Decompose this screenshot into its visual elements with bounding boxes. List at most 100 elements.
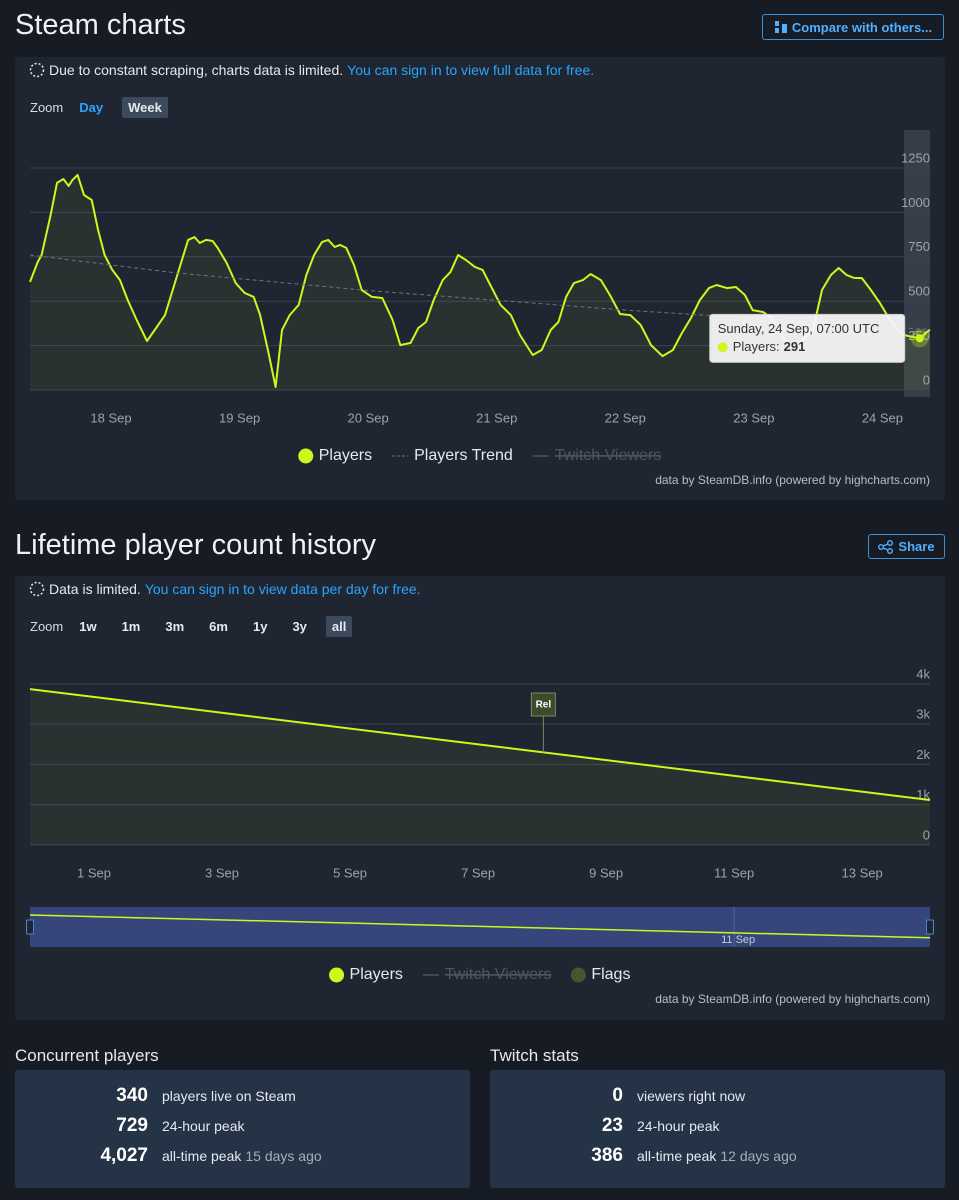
- legend-symbol: [570, 967, 586, 983]
- legend-item[interactable]: Players: [329, 966, 403, 983]
- legend-label: Twitch Viewers: [555, 447, 661, 464]
- stats-box: 340 players live on Steam 729 24-hour peak 4…: [15, 1070, 470, 1188]
- stat-value: 340: [116, 1085, 148, 1106]
- navigator-tick-label: 11 Sep: [721, 934, 755, 946]
- compare-icon: [774, 21, 787, 33]
- tooltip-marker: [717, 342, 728, 353]
- charts-panel: [15, 57, 945, 500]
- legend: Players Twitch Viewers Flags: [329, 966, 630, 983]
- legend: Players Players Trend Twitch Viewers: [298, 447, 661, 464]
- stat-value: 4,027: [100, 1145, 148, 1166]
- zoom-button[interactable]: Week: [122, 97, 168, 118]
- flag-label: Rel: [536, 700, 552, 711]
- hover-point: [915, 334, 924, 343]
- stat-row: 4,027 all-time peak 15 days ago: [15, 1145, 470, 1175]
- zoom-button[interactable]: 3y: [292, 619, 307, 634]
- y-tick-label: 1250: [901, 150, 930, 165]
- zoom-button[interactable]: 3m: [165, 619, 185, 634]
- x-tick-label: 24 Sep: [862, 410, 903, 425]
- trend-line: [29, 254, 931, 331]
- legend-symbol: [329, 967, 345, 983]
- legend-item[interactable]: Players: [298, 447, 372, 464]
- tooltip-value: 291: [784, 339, 806, 354]
- x-tick-label: 23 Sep: [733, 410, 774, 425]
- series-line: [29, 173, 931, 388]
- tooltip-header: Sunday, 24 Sep, 07:00 UTC: [718, 321, 880, 336]
- legend-item[interactable]: Players Trend: [392, 447, 513, 464]
- legend-item[interactable]: Twitch Viewers: [422, 966, 551, 983]
- flag[interactable]: [530, 692, 556, 717]
- compare-label: Compare with others...: [791, 19, 933, 35]
- legend-label: Players Trend: [414, 447, 513, 464]
- highlight-band: [904, 130, 930, 397]
- legend-item[interactable]: Twitch Viewers: [532, 447, 661, 464]
- x-tick-label: 7 Sep: [461, 865, 495, 880]
- stat-label: 24-hour peak: [162, 1118, 245, 1134]
- sign-in-link[interactable]: You can sign in to view full data for fr…: [347, 62, 595, 78]
- share-label: Share: [898, 539, 935, 554]
- zoom-bar: Zoom 1w 1m 3m 6m 1y 3y all: [30, 616, 365, 637]
- legend-label: Players: [319, 447, 372, 464]
- limited-icon: [29, 62, 45, 78]
- notice: Due to constant scraping, charts data is…: [29, 62, 594, 78]
- stat-value: 0: [612, 1085, 623, 1106]
- legend-label: Players: [350, 966, 403, 983]
- zoom-button[interactable]: 1w: [79, 619, 97, 634]
- stat-row: 23 24-hour peak: [490, 1115, 945, 1145]
- stat-note: 12 days ago: [720, 1148, 797, 1164]
- tooltip-box: [709, 313, 906, 363]
- x-tick-label: 1 Sep: [77, 865, 111, 880]
- notice-text: Data is limited.: [49, 581, 141, 597]
- x-tick-label: 21 Sep: [476, 410, 517, 425]
- stat-value: 23: [601, 1115, 623, 1136]
- tooltip-label: Players:: [733, 339, 780, 354]
- stat-note: 15 days ago: [245, 1148, 322, 1164]
- y-tick-label: 3k: [916, 707, 930, 722]
- stat-row: 340 players live on Steam: [15, 1085, 470, 1115]
- notice: Data is limited. You can sign in to view…: [29, 581, 421, 597]
- zoom-button[interactable]: Day: [79, 100, 104, 115]
- x-tick-label: 20 Sep: [348, 410, 389, 425]
- legend-item[interactable]: Flags: [570, 966, 631, 983]
- x-tick-label: 11 Sep: [714, 865, 754, 880]
- x-tick-label: 5 Sep: [333, 865, 367, 880]
- stats-title: Twitch stats: [490, 1046, 579, 1065]
- x-tick-label: 13 Sep: [842, 865, 883, 880]
- stat-row: 729 24-hour peak: [15, 1115, 470, 1145]
- stat-label: all-time peak: [162, 1148, 242, 1164]
- y-tick-label: 0: [923, 372, 930, 387]
- stat-label: viewers right now: [637, 1088, 746, 1104]
- y-tick-label: 500: [908, 284, 930, 299]
- navigator-handle[interactable]: [26, 919, 34, 935]
- y-tick-label: 750: [908, 239, 930, 254]
- legend-label: Flags: [591, 966, 630, 983]
- stat-row: 386 all-time peak 12 days ago: [490, 1145, 945, 1175]
- zoom-button[interactable]: 1m: [121, 619, 141, 634]
- zoom-button[interactable]: all: [325, 616, 353, 637]
- zoom-label: Zoom: [30, 100, 64, 115]
- zoom-button[interactable]: 6m: [209, 619, 228, 634]
- stat-label: players live on Steam: [162, 1088, 296, 1104]
- sign-in-link[interactable]: You can sign in to view data per day for…: [144, 581, 421, 597]
- navigator-line: [29, 914, 931, 939]
- stats-title: Concurrent players: [15, 1046, 159, 1065]
- x-tick-label: 9 Sep: [589, 865, 623, 880]
- zoom-bar: Zoom Day Week: [30, 97, 181, 118]
- x-tick-label: 3 Sep: [205, 865, 239, 880]
- y-tick-label: 4k: [916, 666, 930, 681]
- compare-button[interactable]: Compare with others...: [762, 14, 944, 40]
- x-tick-label: 18 Sep: [90, 410, 131, 425]
- series-area: [30, 689, 930, 845]
- x-tick-label: 19 Sep: [219, 410, 260, 425]
- series-area: [30, 174, 930, 390]
- share-icon: [878, 539, 894, 554]
- section-title: Lifetime player count history: [15, 529, 377, 561]
- navigator-handle[interactable]: [926, 919, 934, 935]
- share-button[interactable]: Share: [868, 534, 945, 559]
- legend-symbol: [298, 448, 314, 464]
- y-tick-label: 1000: [901, 195, 930, 210]
- zoom-label: Zoom: [30, 619, 64, 634]
- zoom-button[interactable]: 1y: [252, 619, 268, 634]
